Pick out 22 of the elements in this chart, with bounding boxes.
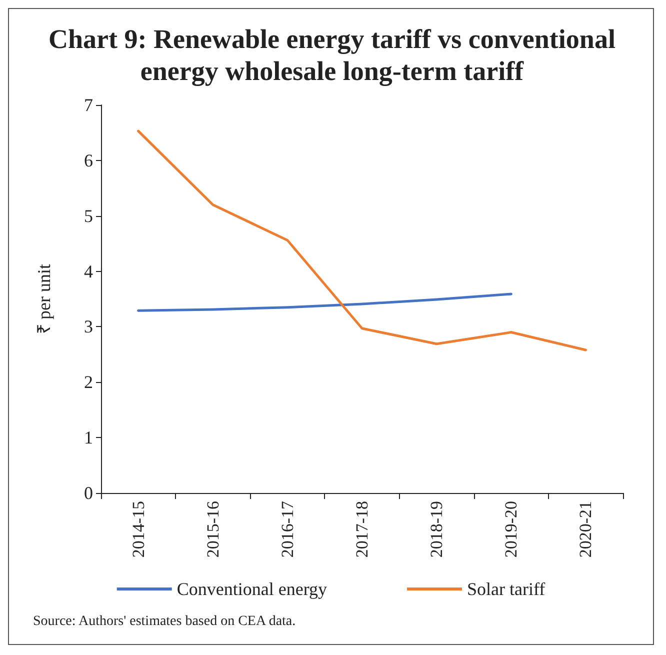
x-tick-label: 2017-18 [352, 501, 372, 558]
y-tick-label: 4 [84, 261, 93, 282]
y-tick-label: 2 [84, 372, 93, 392]
y-tick-label: 5 [84, 206, 93, 226]
legend-label: Solar tariff [466, 579, 546, 599]
x-tick-label: 2018-19 [427, 501, 446, 558]
y-tick-label: 0 [84, 483, 93, 503]
y-tick-label: 3 [84, 316, 93, 337]
x-tick-label: 2016-17 [278, 500, 297, 558]
y-axis-title: ₹ per unit [34, 264, 54, 334]
x-tick-label: 2020-21 [576, 501, 596, 558]
y-tick-label: 1 [84, 428, 93, 448]
chart-title: Chart 9: Renewable energy tariff vs conventional energy wholesale long-term tariff [48, 23, 616, 87]
line-series [137, 292, 512, 312]
y-tick-label: 7 [84, 95, 93, 115]
x-tick-label: 2015-16 [203, 501, 222, 558]
legend-label: Conventional energy [176, 579, 327, 599]
source-note: Source: Authors' estimates based on CEA data. [33, 614, 296, 630]
x-tick-label: 2019-20 [502, 501, 521, 558]
y-tick-label: 6 [84, 150, 93, 170]
x-tick-label: 2014-15 [128, 501, 148, 558]
line-series [137, 130, 587, 352]
